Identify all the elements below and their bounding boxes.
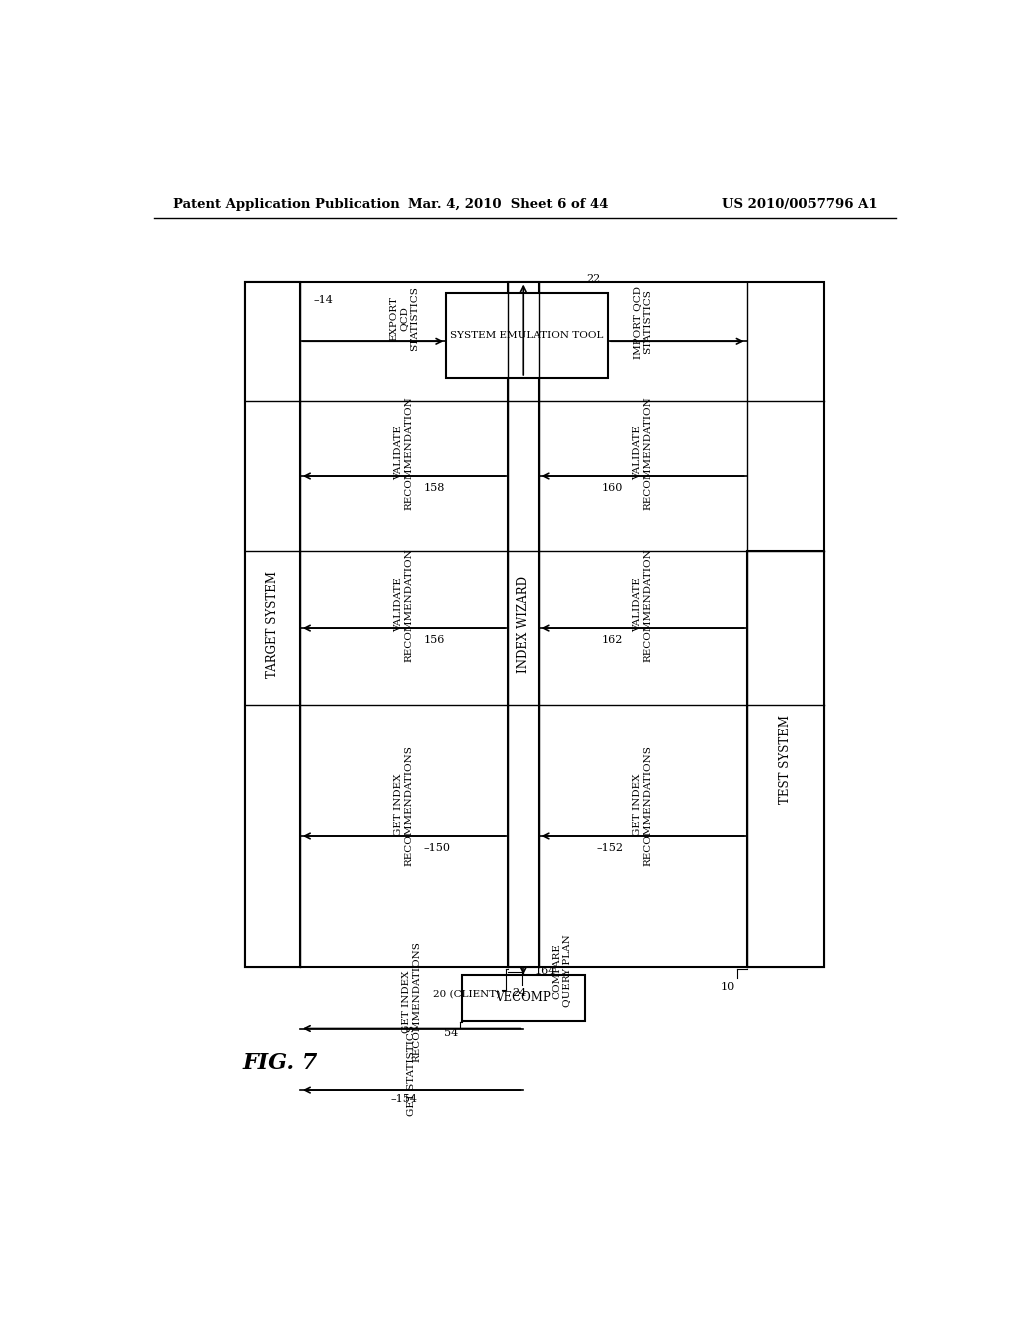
Text: 164: 164 [535, 966, 556, 975]
Text: 160: 160 [602, 483, 624, 492]
Text: VALIDATE
RECOMMENDATION: VALIDATE RECOMMENDATION [394, 548, 414, 661]
Text: 158: 158 [423, 483, 444, 492]
Text: EXPORT
QCD
STATISTICS: EXPORT QCD STATISTICS [389, 285, 419, 351]
Text: –154: –154 [390, 1094, 418, 1105]
Text: Patent Application Publication: Patent Application Publication [173, 198, 399, 211]
Text: Mar. 4, 2010  Sheet 6 of 44: Mar. 4, 2010 Sheet 6 of 44 [408, 198, 608, 211]
Bar [462, 974, 585, 1020]
Text: GET STATISTICS: GET STATISTICS [408, 1026, 416, 1117]
Text: 156: 156 [423, 635, 444, 644]
Bar [245, 281, 300, 966]
Text: 22: 22 [586, 275, 600, 284]
Text: TARGET SYSTEM: TARGET SYSTEM [266, 570, 279, 677]
Text: 20 (CLIENT): 20 (CLIENT) [433, 990, 500, 998]
Text: VECOMP: VECOMP [496, 991, 551, 1005]
Bar [746, 552, 823, 966]
Text: VALIDATE
RECOMMENDATION: VALIDATE RECOMMENDATION [394, 396, 414, 510]
Text: COMPARE
QUERY PLAN: COMPARE QUERY PLAN [552, 935, 571, 1007]
Text: FIG. 7: FIG. 7 [243, 1052, 317, 1074]
Text: –150: –150 [423, 842, 451, 853]
Text: IMPORT QCD
STATISTICS: IMPORT QCD STATISTICS [633, 285, 652, 359]
Bar [508, 281, 539, 966]
Text: 54: 54 [443, 1028, 458, 1039]
Text: 162: 162 [602, 635, 624, 644]
Text: TEST SYSTEM: TEST SYSTEM [778, 714, 792, 804]
Text: US 2010/0057796 A1: US 2010/0057796 A1 [722, 198, 878, 211]
Bar [245, 281, 823, 966]
Text: 24: 24 [512, 989, 526, 998]
Text: –14: –14 [313, 296, 334, 305]
Text: 10: 10 [721, 982, 735, 993]
Text: SYSTEM EMULATION TOOL: SYSTEM EMULATION TOOL [451, 331, 604, 341]
Text: INDEX WIZARD: INDEX WIZARD [517, 576, 529, 673]
Text: GET INDEX
RECOMMENDATIONS: GET INDEX RECOMMENDATIONS [394, 744, 414, 866]
Text: VALIDATE
RECOMMENDATION: VALIDATE RECOMMENDATION [633, 548, 652, 661]
Text: –152: –152 [596, 842, 624, 853]
Bar [446, 293, 608, 378]
Text: GET INDEX
RECOMMENDATIONS: GET INDEX RECOMMENDATIONS [401, 941, 421, 1063]
Text: VALIDATE
RECOMMENDATION: VALIDATE RECOMMENDATION [633, 396, 652, 510]
Text: GET INDEX
RECOMMENDATIONS: GET INDEX RECOMMENDATIONS [633, 744, 652, 866]
